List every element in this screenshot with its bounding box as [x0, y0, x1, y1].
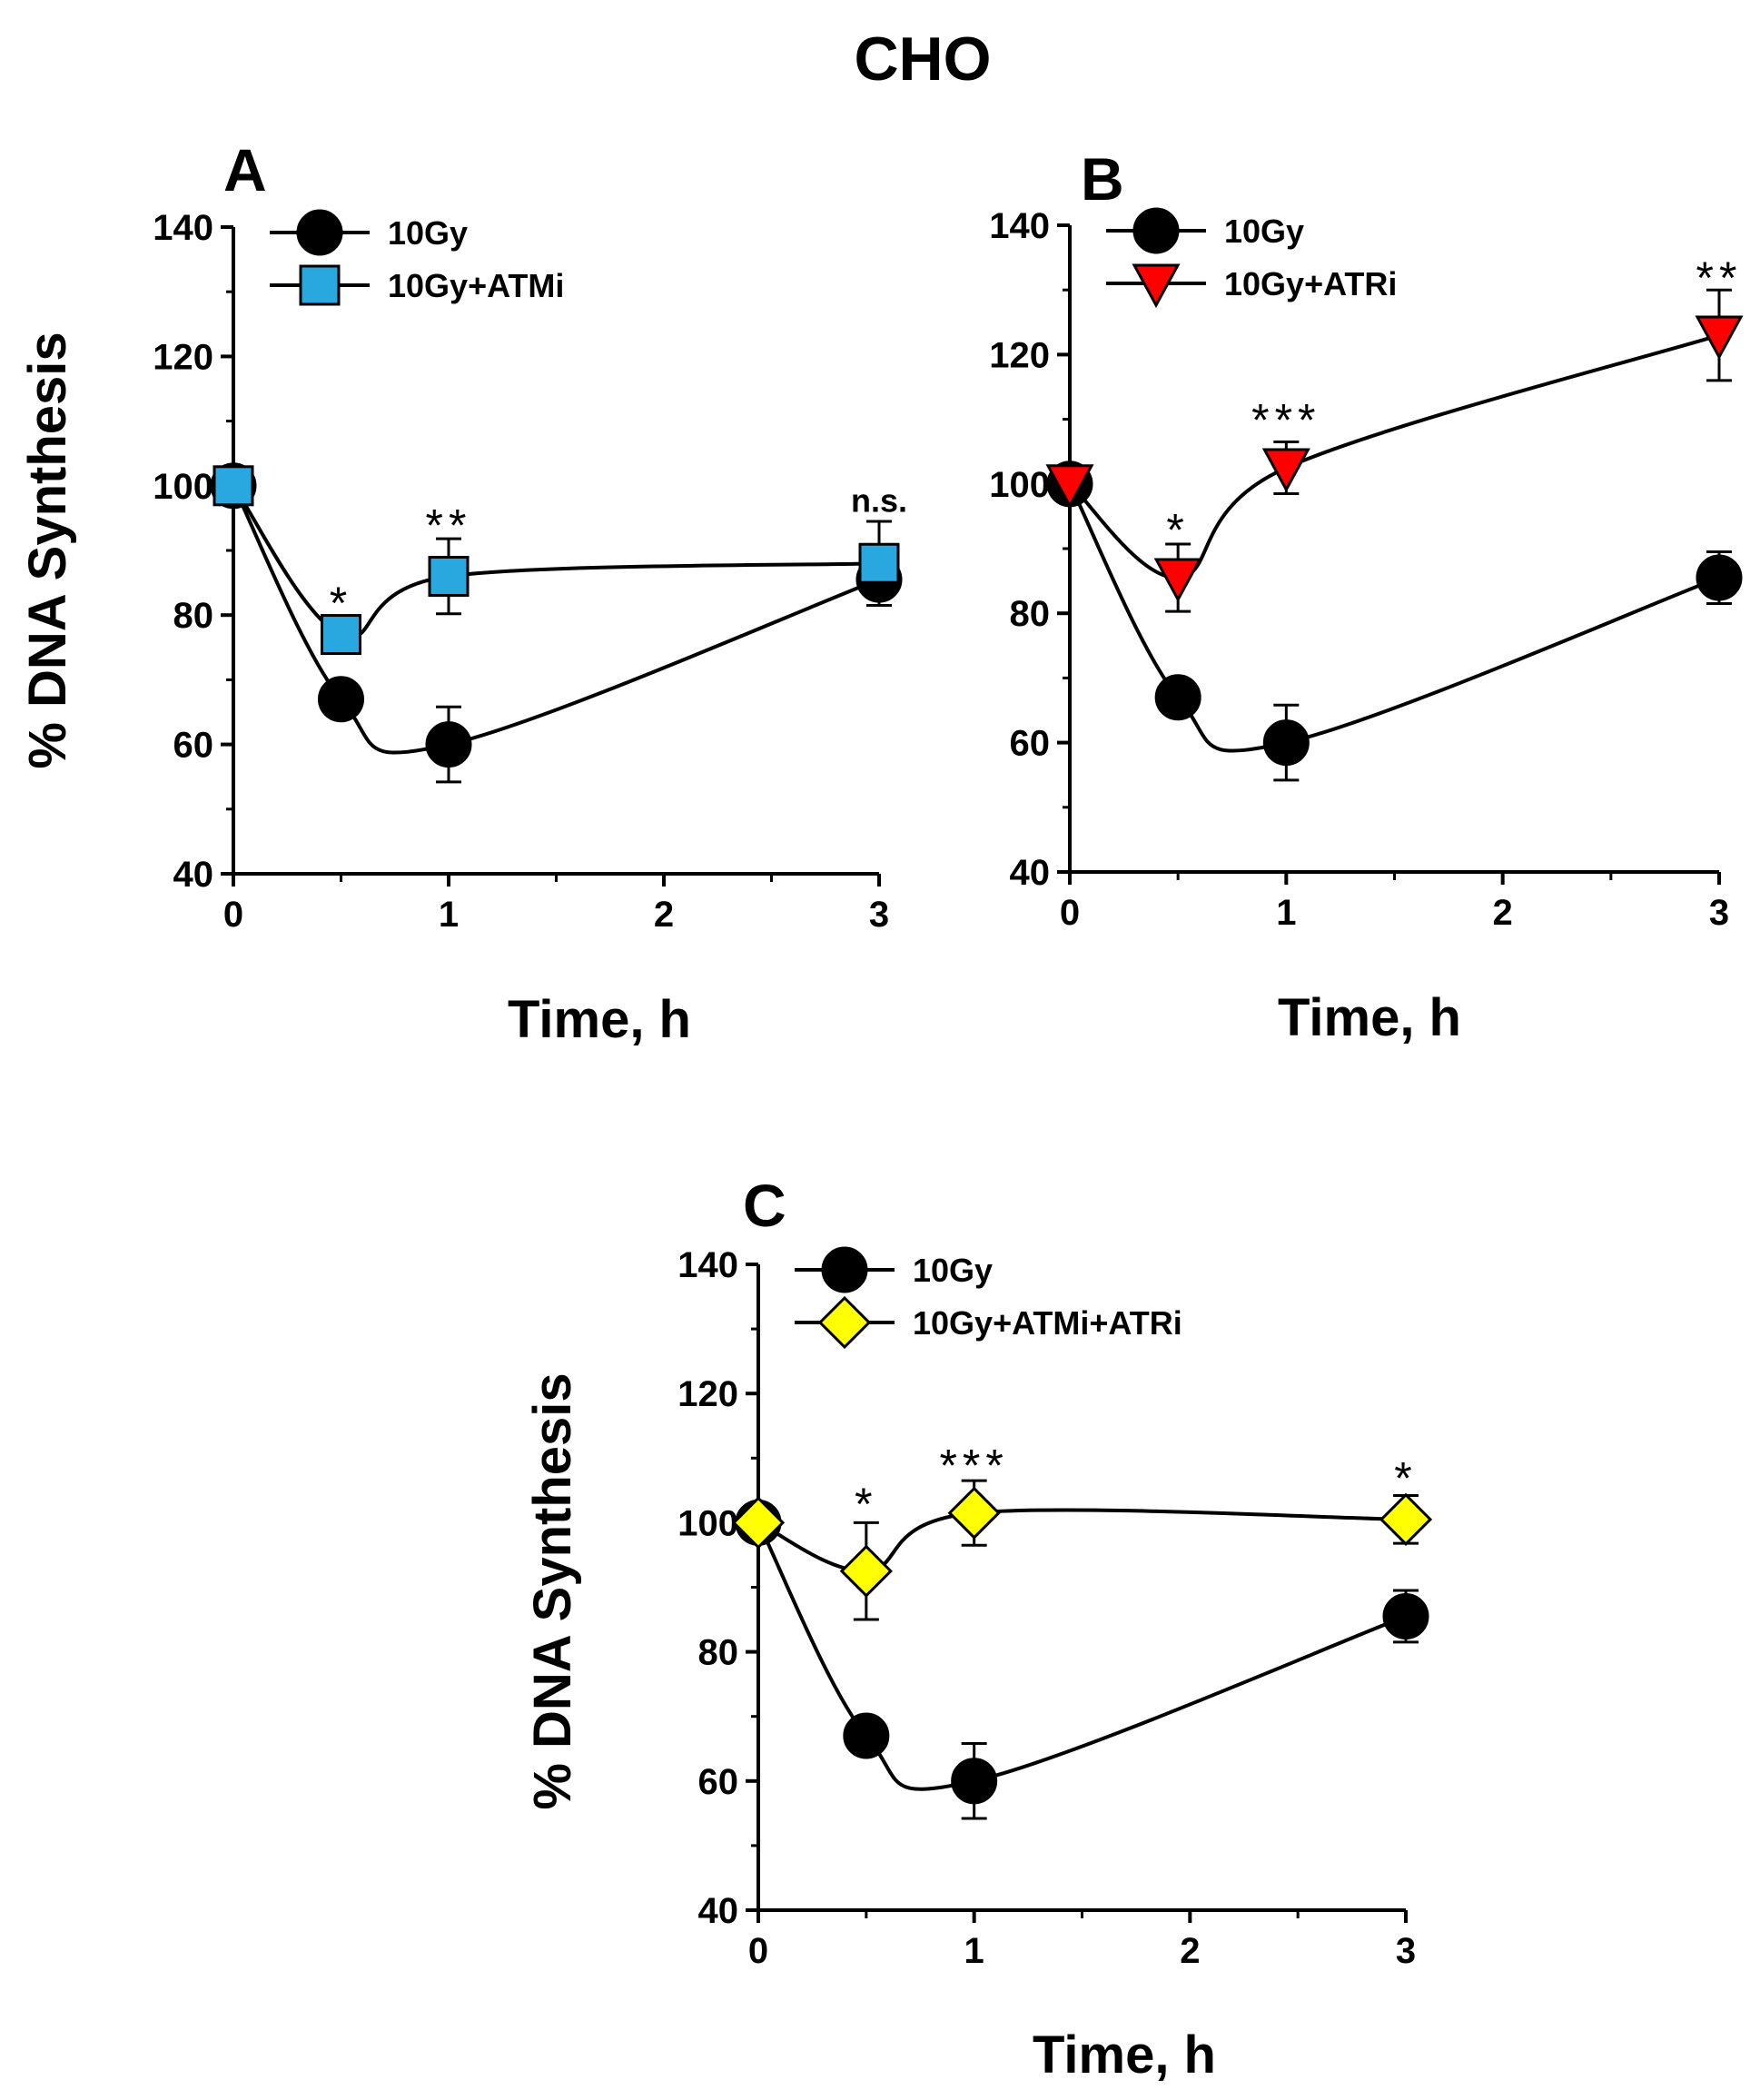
y-axis-title: % DNA Synthesis — [18, 332, 77, 768]
data-point-a-1-2 — [428, 555, 470, 597]
y-tick-label: 120 — [677, 1374, 738, 1414]
significance-label-a-2: n.s. — [851, 481, 907, 519]
y-axis-title: % DNA Synthesis — [523, 1372, 582, 1809]
x-axis-title: Time, h — [1033, 2026, 1216, 2085]
y-tick-label: 60 — [698, 1762, 739, 1802]
series-b-1 — [1045, 288, 1744, 613]
significance-label-c-2: * — [1394, 1453, 1417, 1504]
x-tick-label: 1 — [439, 895, 459, 935]
legend-label-a-0: 10Gy — [388, 214, 468, 252]
data-point-b-0-1 — [1154, 674, 1201, 721]
figure-title: CHO — [854, 25, 991, 94]
significance-label-b-1: *** — [1251, 395, 1320, 446]
data-point-b-1-0 — [1045, 464, 1094, 509]
x-tick-label: 1 — [1276, 893, 1296, 933]
data-point-c-1-0 — [731, 1496, 786, 1550]
y-tick-label: 80 — [173, 596, 214, 636]
data-point-c-0-2 — [951, 1758, 998, 1805]
series-line-b-1 — [1068, 333, 1720, 580]
y-tick-label: 80 — [698, 1633, 739, 1673]
data-point-c-1-2 — [947, 1486, 1001, 1540]
x-tick-label: 2 — [654, 895, 674, 935]
x-tick-label: 0 — [748, 1931, 768, 1971]
significance-label-b-2: ** — [1696, 253, 1743, 303]
y-tick-label: 120 — [153, 337, 213, 377]
x-axis-title: Time, h — [508, 990, 691, 1049]
legend-label-c-1: 10Gy+ATMi+ATRi — [913, 1304, 1182, 1342]
significance-label-b-0: * — [1166, 505, 1189, 556]
y-tick-label: 140 — [989, 206, 1050, 246]
legend-b: 10Gy 10Gy+ATRi — [1106, 207, 1397, 309]
significance-label-a-1: ** — [426, 500, 472, 551]
data-point-a-1-0 — [213, 465, 254, 507]
data-point-b-1-1 — [1153, 558, 1202, 603]
series-line-c-1 — [757, 1508, 1407, 1573]
data-point-a-1-1 — [321, 614, 361, 656]
series-c-1 — [731, 1479, 1433, 1621]
legend-marker-a-1 — [299, 264, 341, 306]
legend-marker-a-0 — [296, 209, 343, 256]
series-a-1 — [213, 465, 900, 656]
y-tick-label: 100 — [153, 467, 213, 507]
x-tick-label: 0 — [223, 895, 243, 935]
significance-label-c-0: * — [855, 1479, 877, 1530]
series-line-b-0 — [1068, 482, 1720, 753]
panel-a: A 40 60 80 100 120 140 0 1 2 3 Time, h % DNA Synthes… — [18, 136, 907, 1049]
series-c-0 — [735, 1499, 1429, 1820]
legend-a: 10Gy 10Gy+ATMi — [270, 209, 564, 306]
y-tick-label: 120 — [989, 335, 1050, 375]
series-line-a-1 — [232, 484, 880, 639]
data-point-a-0-2 — [425, 721, 472, 768]
data-point-a-1-3 — [858, 542, 900, 584]
x-tick-label: 0 — [1060, 893, 1080, 933]
series-a-0 — [210, 462, 903, 784]
y-tick-label: 40 — [1010, 853, 1051, 893]
y-tick-label: 60 — [173, 726, 214, 766]
data-point-b-0-3 — [1696, 554, 1743, 601]
data-point-c-1-1 — [839, 1544, 893, 1598]
x-tick-label: 3 — [1396, 1931, 1416, 1971]
data-point-c-0-1 — [843, 1712, 890, 1759]
series-b-0 — [1046, 461, 1743, 782]
data-point-b-0-2 — [1262, 719, 1310, 767]
series-line-a-0 — [232, 484, 880, 755]
legend-label-c-0: 10Gy — [913, 1252, 993, 1289]
legend-label-a-1: 10Gy+ATMi — [388, 267, 564, 304]
panel-label-a: A — [223, 136, 267, 203]
data-point-b-1-3 — [1695, 315, 1744, 361]
y-tick-label: 100 — [989, 465, 1050, 505]
legend-c: 10Gy 10Gy+ATMi+ATRi — [795, 1246, 1182, 1350]
y-tick-label: 140 — [677, 1245, 738, 1285]
panel-label-b: B — [1081, 145, 1124, 213]
y-tick-label: 40 — [698, 1891, 739, 1931]
legend-label-b-1: 10Gy+ATRi — [1224, 265, 1397, 302]
y-tick-label: 80 — [1010, 594, 1051, 634]
x-tick-label: 2 — [1493, 893, 1513, 933]
x-tick-label: 3 — [1709, 893, 1729, 933]
data-point-a-0-1 — [318, 676, 364, 723]
significance-label-a-0: * — [330, 578, 352, 629]
series-line-c-0 — [756, 1521, 1407, 1791]
legend-marker-b-1 — [1132, 263, 1181, 309]
x-tick-label: 1 — [964, 1931, 984, 1971]
panel-c: C 40 60 80 100 120 140 0 1 2 3 Time, h % DNA Synthes… — [523, 1172, 1433, 2085]
legend-marker-c-1 — [817, 1295, 872, 1350]
y-tick-label: 100 — [677, 1503, 738, 1543]
x-axis-title: Time, h — [1278, 988, 1461, 1047]
y-tick-label: 40 — [173, 855, 214, 895]
x-tick-label: 2 — [1180, 1931, 1200, 1971]
significance-label-c-1: *** — [939, 1440, 1008, 1491]
legend-marker-c-0 — [821, 1246, 868, 1293]
legend-marker-b-0 — [1132, 207, 1180, 254]
data-point-c-1-3 — [1379, 1492, 1433, 1546]
data-point-b-1-2 — [1261, 448, 1310, 493]
y-tick-label: 60 — [1010, 724, 1051, 764]
panel-label-c: C — [743, 1172, 786, 1239]
data-point-c-0-3 — [1382, 1592, 1429, 1639]
y-tick-label: 140 — [153, 208, 213, 248]
x-tick-label: 3 — [869, 895, 889, 935]
legend-label-b-0: 10Gy — [1224, 213, 1304, 250]
